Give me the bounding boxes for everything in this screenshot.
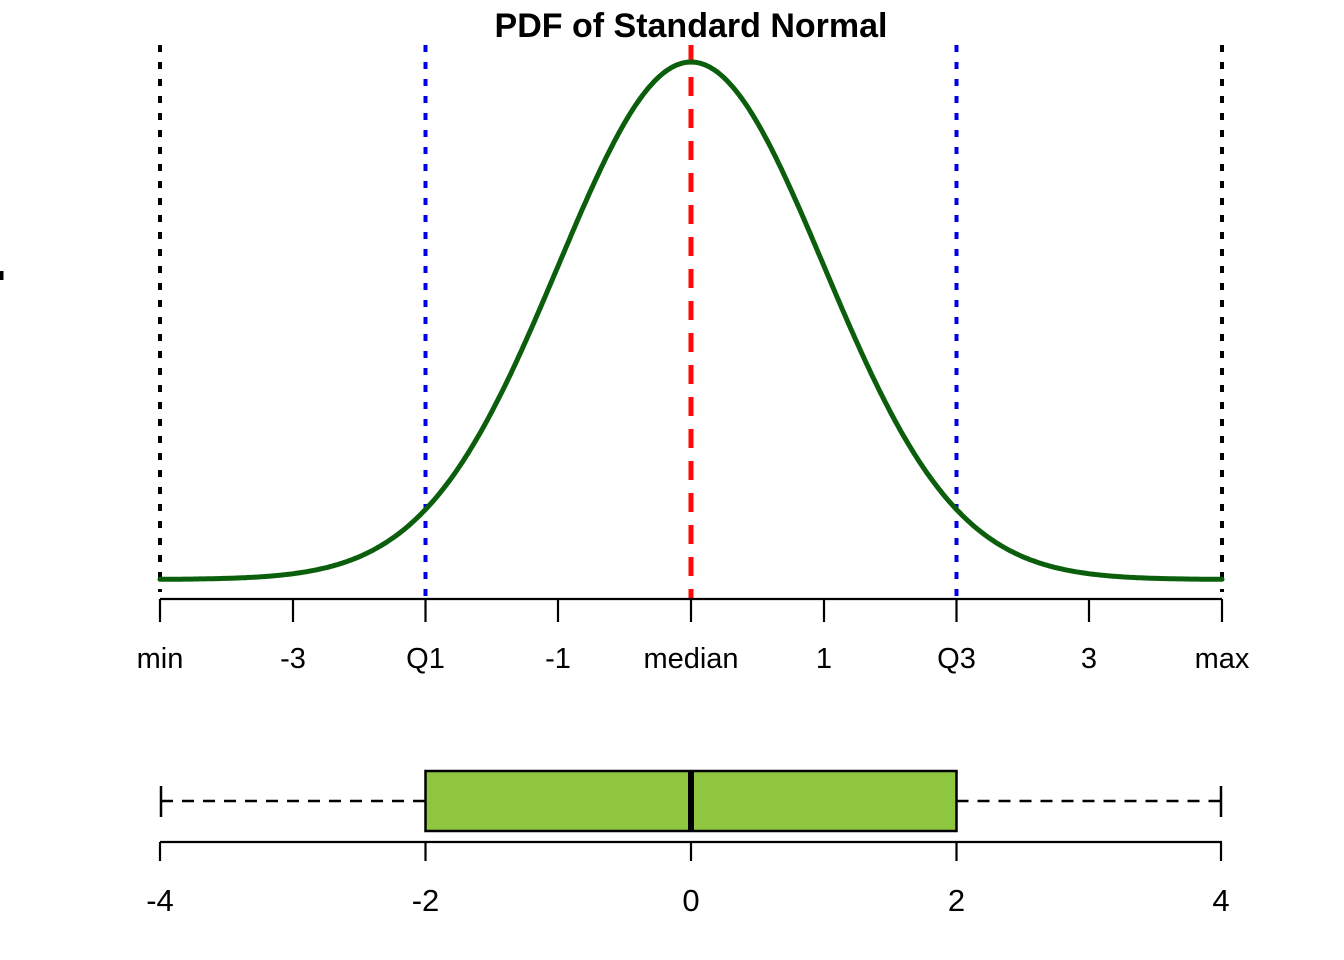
bottom-tick-label-2: 2 (948, 883, 965, 918)
chart-title: PDF of Standard Normal (495, 7, 888, 45)
bottom-tick-label-4: 4 (1212, 883, 1229, 918)
bottom-tick-label-0: 0 (682, 883, 699, 918)
top-tick-label-3: 3 (1081, 643, 1097, 675)
clipped-y-axis-label-fragment (0, 271, 4, 280)
normal-pdf-curve (157, 59, 1225, 582)
bottom-tick-label-neg4: -4 (146, 883, 174, 918)
top-tick-label-neg1: -1 (545, 643, 571, 675)
top-tick-label-max: max (1195, 643, 1250, 675)
top-tick-label-1: 1 (816, 643, 832, 675)
top-tick-label-min: min (137, 643, 184, 675)
bottom-tick-label-neg2: -2 (412, 883, 440, 918)
top-tick-label-q3: Q3 (937, 643, 976, 675)
top-tick-label-neg3: -3 (280, 643, 306, 675)
top-tick-label-q1: Q1 (406, 643, 445, 675)
top-tick-label-median: median (643, 643, 738, 675)
